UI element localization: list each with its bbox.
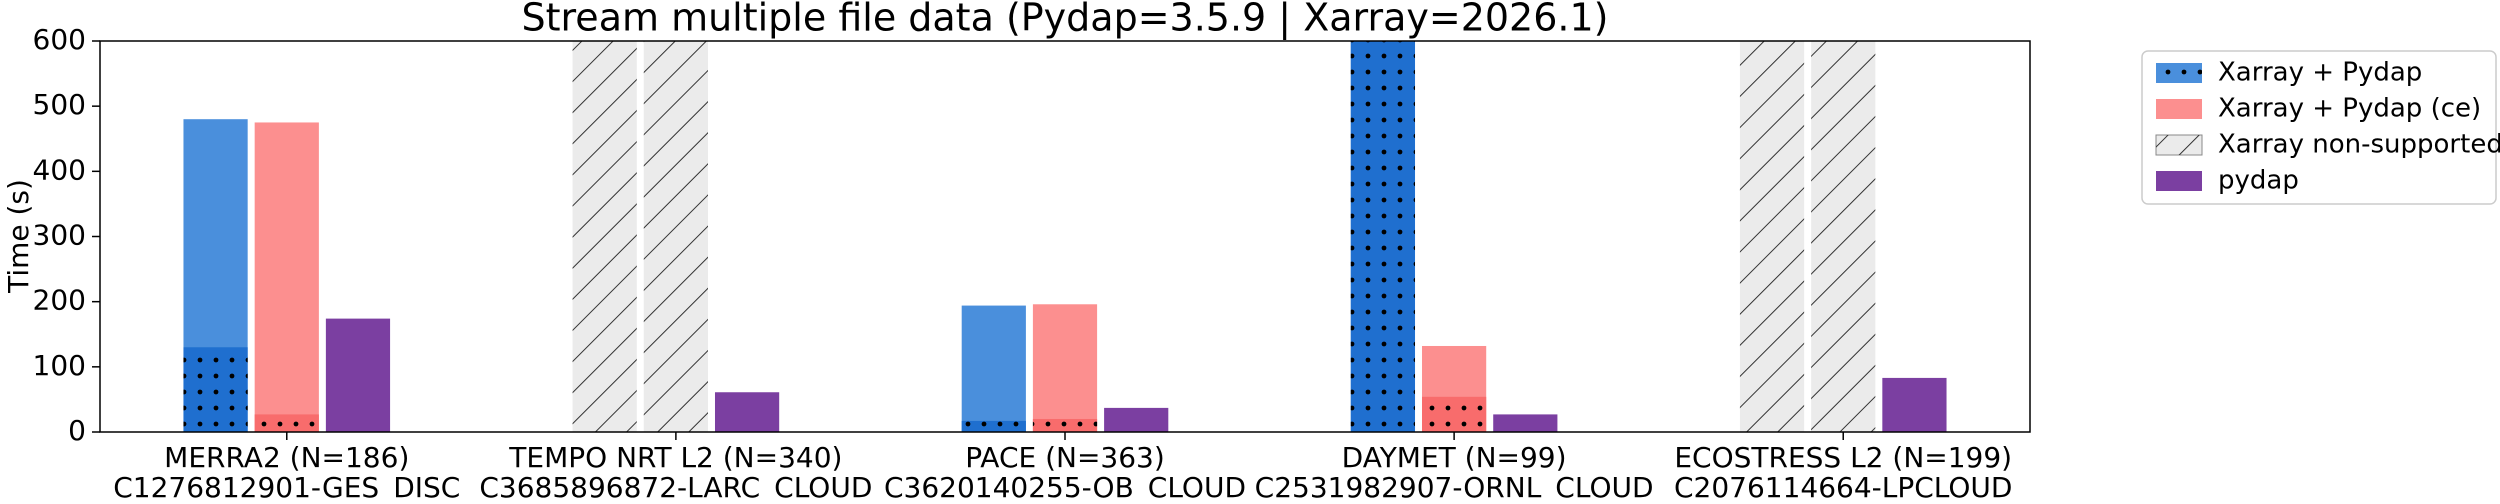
- legend-label: Xarray non-supported: [2218, 130, 2500, 160]
- legend-swatch-pattern: [2156, 63, 2202, 83]
- bar-inner-pattern: [961, 420, 1026, 432]
- plot-frame: [99, 40, 2031, 433]
- bar: [714, 392, 780, 432]
- legend-label: Xarray + Pydap (ce): [2218, 94, 2481, 124]
- x-tick-label: C2076114664-LPCLOUD: [1674, 471, 2013, 500]
- legend-swatch: [2156, 99, 2202, 119]
- x-tick-label: TEMPO NRT L2 (N=340): [508, 441, 842, 474]
- x-tick-label: C2531982907-ORNL_CLOUD: [1255, 471, 1654, 500]
- bar-pattern: [1739, 41, 1805, 432]
- y-tick-label: 100: [33, 349, 86, 382]
- legend-swatch: [2156, 171, 2202, 191]
- x-tick-label: C3620140255-OB_CLOUD: [884, 471, 1246, 500]
- legend-label: pydap: [2218, 166, 2299, 196]
- bar-inner-pattern: [1032, 418, 1098, 432]
- bar: [325, 318, 391, 432]
- bar: [1882, 377, 1947, 432]
- y-axis-label: Time (s): [2, 179, 35, 294]
- y-tick-label: 400: [33, 153, 86, 186]
- bar: [961, 305, 1026, 432]
- bar: [254, 122, 319, 432]
- chart-title: Stream multiple file data (Pydap=3.5.9 |…: [522, 0, 1609, 41]
- y-tick-label: 600: [33, 23, 86, 56]
- bar: [1493, 414, 1558, 432]
- bar: [1032, 304, 1098, 432]
- x-tick-label: PACE (N=363): [965, 441, 1165, 474]
- bar-pattern: [1811, 41, 1876, 432]
- legend-swatch-pattern: [2156, 135, 2202, 155]
- bar-inner-pattern: [1422, 396, 1487, 432]
- x-tick-label: ECOSTRESS L2 (N=199): [1674, 441, 2012, 474]
- x-tick-label: DAYMET (N=99): [1342, 441, 1567, 474]
- x-tick-label: C1276812901-GES_DISC: [113, 471, 460, 500]
- y-tick-label: 200: [33, 284, 86, 317]
- bar-inner-pattern: [254, 414, 319, 432]
- x-tick-label: MERRA2 (N=186): [164, 441, 409, 474]
- y-tick-label: 0: [68, 414, 86, 447]
- x-tick-label: C3685896872-LARC_CLOUD: [479, 471, 872, 500]
- bar: [1104, 407, 1169, 432]
- bar-inner-pattern: [1350, 41, 1416, 432]
- bar-pattern: [643, 41, 708, 432]
- bar-pattern: [572, 41, 637, 432]
- legend-frame: [2141, 50, 2497, 205]
- y-tick-label: 300: [33, 219, 86, 252]
- y-tick-label: 500: [33, 88, 86, 121]
- bar-inner-pattern: [183, 347, 248, 432]
- legend-label: Xarray + Pydap: [2218, 58, 2422, 88]
